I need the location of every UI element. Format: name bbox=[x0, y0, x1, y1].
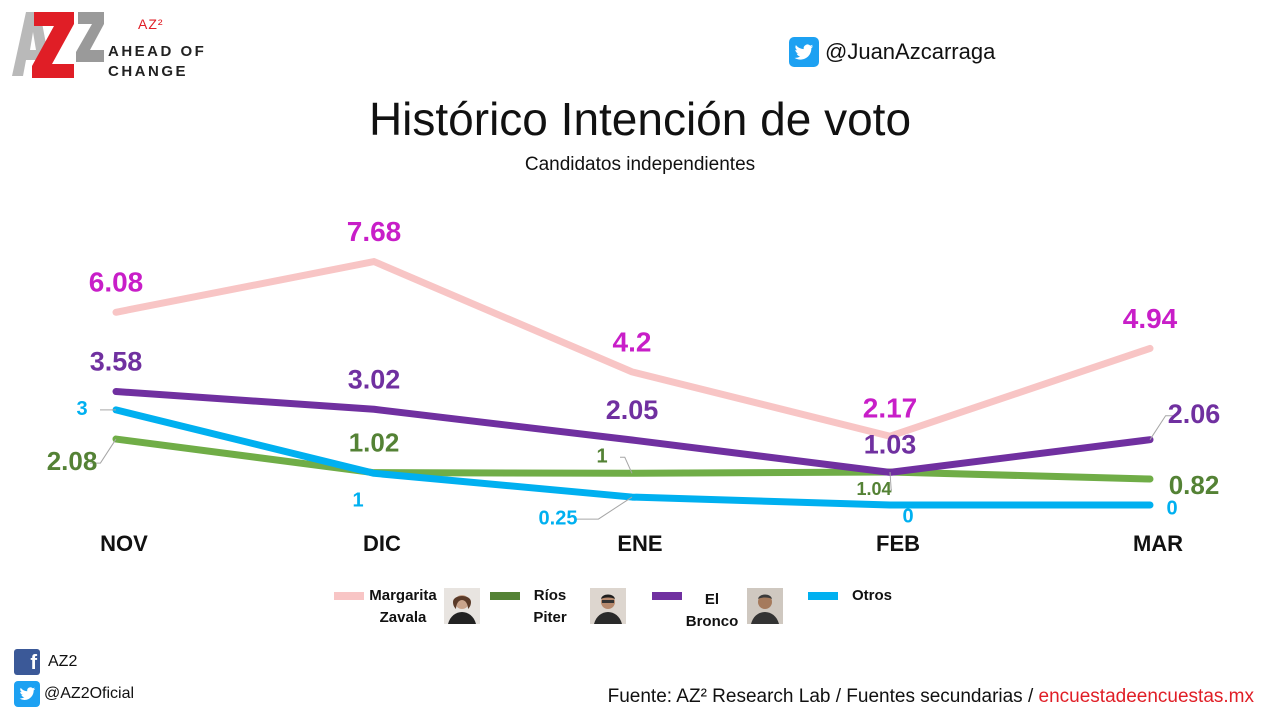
legend-swatch bbox=[334, 592, 364, 600]
x-tick-label: ENE bbox=[617, 531, 662, 556]
facebook-link[interactable]: f AZ2 bbox=[14, 649, 77, 675]
data-point bbox=[889, 504, 891, 506]
label-leader-line bbox=[620, 456, 633, 474]
data-label: 1.02 bbox=[349, 428, 400, 458]
legend-label: Otros bbox=[842, 585, 902, 607]
source-link[interactable]: encuestadeencuestas.mx bbox=[1038, 686, 1254, 707]
data-point bbox=[373, 260, 375, 263]
candidate-photo-rios-piter bbox=[590, 588, 626, 624]
candidate-photo-zavala bbox=[444, 588, 480, 624]
legend-swatch bbox=[808, 592, 838, 600]
data-point bbox=[115, 311, 117, 314]
twitter-label: @AZ2Oficial bbox=[44, 685, 135, 702]
data-label: 4.2 bbox=[613, 326, 652, 357]
source-note: Fuente: AZ² Research Lab / Fuentes secun… bbox=[608, 686, 1254, 708]
twitter-handle-text: @JuanAzcarraga bbox=[825, 39, 996, 64]
legend-label-line1: Otros bbox=[851, 587, 892, 604]
candidate-photo-el-bronco bbox=[747, 588, 783, 624]
logo-tagline-line1: AHEAD OF bbox=[108, 43, 207, 60]
az2-logo-mark bbox=[12, 12, 104, 78]
data-label: 0 bbox=[902, 505, 913, 527]
chart-title: Histórico Intención de voto bbox=[368, 93, 912, 145]
data-label: 3.02 bbox=[348, 364, 401, 394]
logo-brand: AZ² bbox=[138, 16, 164, 32]
data-label: 7.68 bbox=[347, 216, 402, 247]
chart-legend: Margarita Zavala Ríos Piter El Bronco Ot… bbox=[330, 585, 930, 635]
facebook-label: AZ2 bbox=[48, 653, 78, 670]
data-point bbox=[631, 370, 633, 373]
data-label: 1 bbox=[596, 446, 607, 468]
x-tick-label: MAR bbox=[1133, 531, 1183, 556]
x-tick-label: DIC bbox=[363, 531, 401, 556]
label-leader-line bbox=[90, 438, 117, 464]
data-label: 2.06 bbox=[1168, 399, 1221, 429]
twitter-icon bbox=[14, 681, 40, 707]
data-label: 2.17 bbox=[863, 393, 918, 424]
legend-label: Margarita Zavala bbox=[362, 585, 444, 629]
data-label: 3 bbox=[76, 398, 87, 420]
data-point bbox=[1149, 347, 1151, 350]
data-label: 2.05 bbox=[606, 395, 659, 425]
az2-logo: AZ² AHEAD OF CHANGE bbox=[12, 10, 212, 80]
x-tick-label: NOV bbox=[100, 531, 148, 556]
data-label: 1.04 bbox=[856, 479, 891, 499]
data-label: 0.25 bbox=[539, 507, 578, 529]
data-point bbox=[1149, 478, 1151, 481]
data-label: 2.08 bbox=[47, 446, 98, 476]
legend-label-line2: Bronco bbox=[685, 613, 739, 630]
data-point bbox=[115, 390, 117, 393]
legend-label: El Bronco bbox=[680, 589, 744, 633]
legend-label: Ríos Piter bbox=[520, 585, 580, 629]
logo-tagline-line2: CHANGE bbox=[108, 63, 189, 80]
data-label: 0.82 bbox=[1169, 470, 1220, 500]
data-point bbox=[1149, 504, 1151, 506]
chart-subtitle: Candidatos independientes bbox=[524, 154, 756, 175]
logo-tagline: AHEAD OF CHANGE bbox=[108, 42, 206, 82]
source-prefix: Fuente: AZ² Research Lab / Fuentes secun… bbox=[607, 686, 1039, 707]
legend-label-line1: Margarita bbox=[369, 587, 437, 604]
data-label: 4.94 bbox=[1123, 303, 1178, 334]
twitter-link-footer[interactable]: @AZ2Oficial bbox=[14, 681, 134, 707]
twitter-icon bbox=[789, 37, 819, 67]
label-leader-line bbox=[889, 471, 892, 491]
legend-swatch bbox=[490, 592, 520, 600]
data-point bbox=[631, 439, 633, 442]
data-label: 3.58 bbox=[90, 347, 143, 377]
data-label: 1 bbox=[352, 490, 363, 512]
legend-label-line1: Ríos bbox=[533, 587, 567, 604]
legend-label-line2: Zavala bbox=[379, 609, 427, 626]
label-leader-line bbox=[1149, 415, 1176, 440]
data-label: 1.03 bbox=[864, 429, 917, 459]
data-point bbox=[373, 472, 375, 475]
legend-label-line2: Piter bbox=[533, 609, 567, 626]
label-leader-line bbox=[576, 496, 633, 520]
facebook-icon: f bbox=[14, 649, 40, 675]
x-tick-label: FEB bbox=[876, 531, 920, 556]
twitter-handle-header[interactable]: @JuanAzcarraga bbox=[789, 37, 995, 67]
data-point bbox=[889, 435, 891, 438]
data-point bbox=[373, 408, 375, 411]
legend-swatch bbox=[652, 592, 682, 600]
data-label: 0 bbox=[1166, 497, 1177, 519]
legend-label-line1: El bbox=[704, 591, 720, 608]
data-label: 6.08 bbox=[89, 267, 144, 298]
